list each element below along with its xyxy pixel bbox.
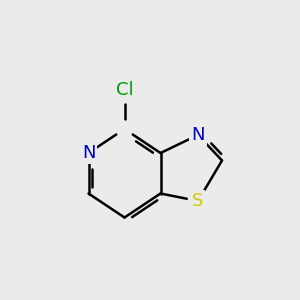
Text: N: N (82, 144, 95, 162)
Text: N: N (191, 126, 205, 144)
Text: S: S (192, 192, 204, 210)
Text: Cl: Cl (116, 81, 133, 99)
